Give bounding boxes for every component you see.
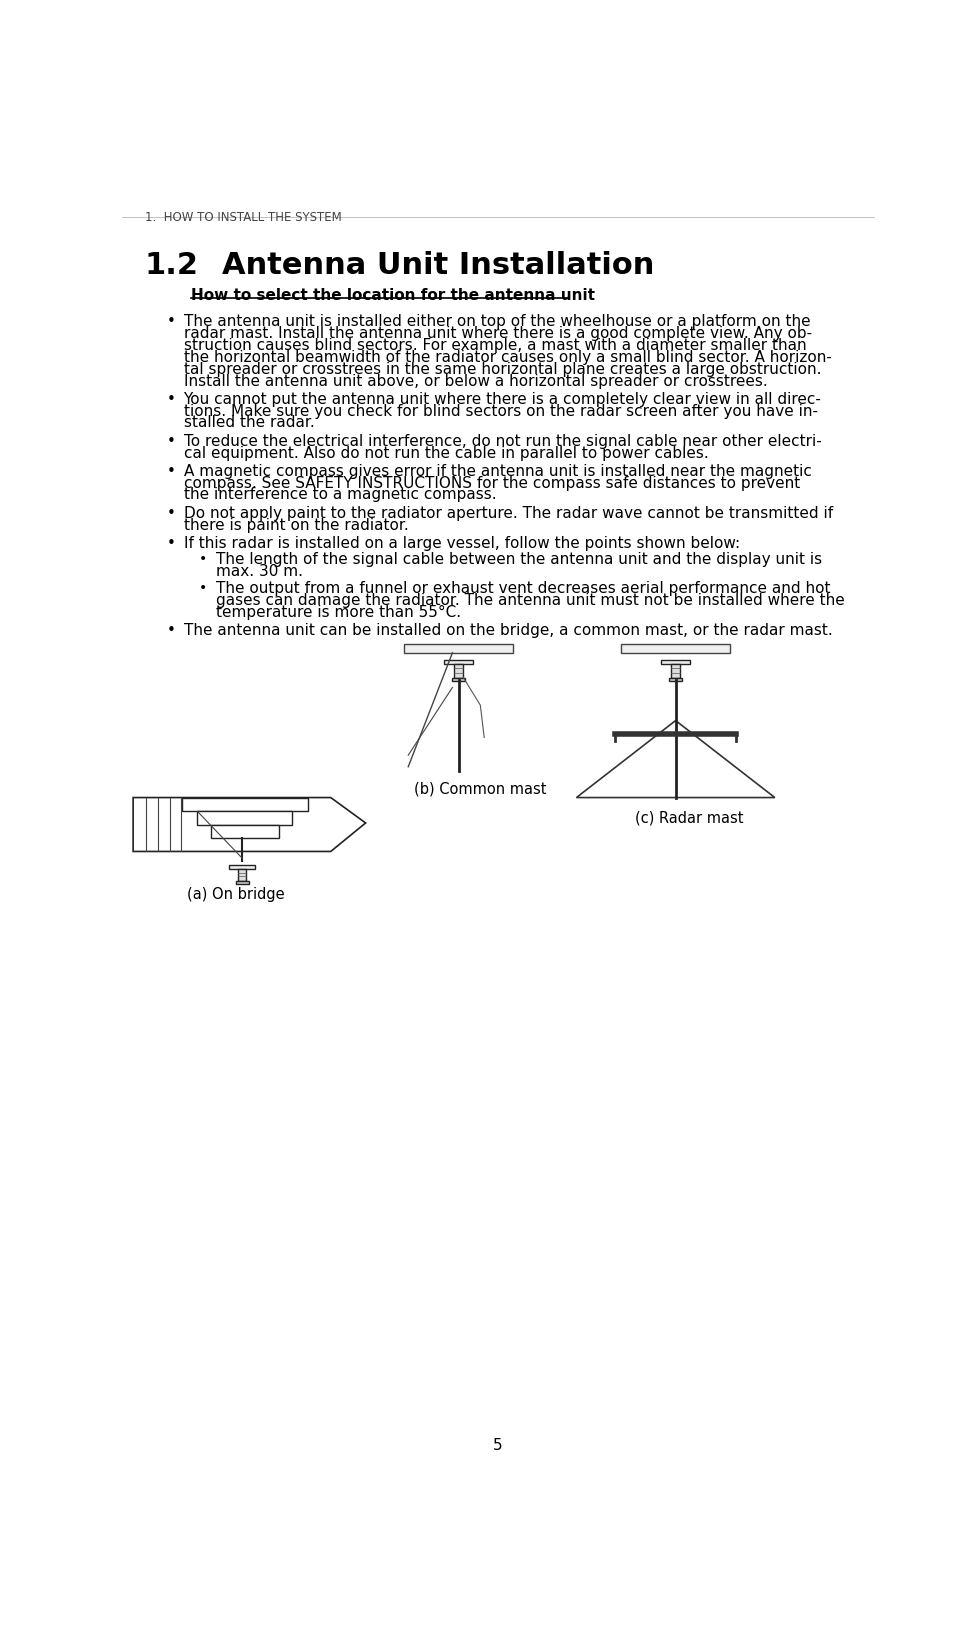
Text: A magnetic compass gives error if the antenna unit is installed near the magneti: A magnetic compass gives error if the an…: [184, 464, 812, 479]
Bar: [238, 869, 247, 882]
Bar: [182, 798, 307, 811]
Text: compass. See SAFETY INSTRUCTIONS for the compass safe distances to prevent: compass. See SAFETY INSTRUCTIONS for the…: [184, 475, 800, 490]
Bar: [404, 644, 513, 654]
Text: 1.  HOW TO INSTALL THE SYSTEM: 1. HOW TO INSTALL THE SYSTEM: [145, 210, 341, 223]
Bar: [454, 665, 463, 679]
Text: The antenna unit can be installed on the bridge, a common mast, or the radar mas: The antenna unit can be installed on the…: [184, 623, 832, 638]
Bar: [229, 865, 256, 869]
Text: (a) On bridge: (a) On bridge: [188, 887, 285, 901]
Bar: [452, 679, 466, 682]
Text: •: •: [166, 313, 175, 329]
Text: •: •: [166, 623, 175, 638]
Bar: [621, 644, 730, 654]
Text: You cannot put the antenna unit where there is a completely clear view in all di: You cannot put the antenna unit where th…: [184, 392, 821, 406]
Text: •: •: [199, 580, 207, 595]
Text: gases can damage the radiator. The antenna unit must not be installed where the: gases can damage the radiator. The anten…: [216, 592, 845, 606]
Text: stalled the radar.: stalled the radar.: [184, 415, 314, 429]
Bar: [197, 811, 292, 826]
Text: the horizontal beamwidth of the radiator causes only a small blind sector. A hor: the horizontal beamwidth of the radiator…: [184, 349, 831, 364]
Polygon shape: [133, 798, 365, 852]
Text: The antenna unit is installed either on top of the wheelhouse or a platform on t: The antenna unit is installed either on …: [184, 313, 810, 329]
Text: (c) Radar mast: (c) Radar mast: [636, 810, 744, 826]
Bar: [661, 661, 690, 665]
Text: (b) Common mast: (b) Common mast: [414, 782, 546, 797]
Text: temperature is more than 55°C.: temperature is more than 55°C.: [216, 605, 461, 620]
Text: cal equipment. Also do not run the cable in parallel to power cables.: cal equipment. Also do not run the cable…: [184, 446, 709, 461]
Text: If this radar is installed on a large vessel, follow the points shown below:: If this radar is installed on a large ve…: [184, 536, 740, 551]
Bar: [236, 882, 249, 885]
Text: Antenna Unit Installation: Antenna Unit Installation: [223, 251, 654, 280]
Text: •: •: [166, 536, 175, 551]
Text: 1.2: 1.2: [145, 251, 198, 280]
Text: there is paint on the radiator.: there is paint on the radiator.: [184, 518, 408, 533]
Text: radar mast. Install the antenna unit where there is a good complete view. Any ob: radar mast. Install the antenna unit whe…: [184, 326, 812, 341]
Text: •: •: [199, 552, 207, 565]
Text: tions. Make sure you check for blind sectors on the radar screen after you have : tions. Make sure you check for blind sec…: [184, 403, 817, 418]
Text: The output from a funnel or exhaust vent decreases aerial performance and hot: The output from a funnel or exhaust vent…: [216, 580, 830, 595]
Text: max. 30 m.: max. 30 m.: [216, 564, 303, 579]
Text: How to select the location for the antenna unit: How to select the location for the anten…: [191, 287, 595, 303]
Bar: [672, 665, 680, 679]
Text: 5: 5: [494, 1437, 503, 1452]
Text: •: •: [166, 433, 175, 449]
Text: •: •: [166, 464, 175, 479]
Text: The length of the signal cable between the antenna unit and the display unit is: The length of the signal cable between t…: [216, 552, 822, 567]
Text: tal spreader or crosstrees in the same horizontal plane creates a large obstruct: tal spreader or crosstrees in the same h…: [184, 361, 821, 377]
Bar: [211, 826, 279, 839]
Text: To reduce the electrical interference, do not run the signal cable near other el: To reduce the electrical interference, d…: [184, 433, 821, 449]
Text: •: •: [166, 505, 175, 520]
Bar: [669, 679, 682, 682]
Text: •: •: [166, 392, 175, 406]
Text: the interference to a magnetic compass.: the interference to a magnetic compass.: [184, 487, 496, 502]
Text: struction causes blind sectors. For example, a mast with a diameter smaller than: struction causes blind sectors. For exam…: [184, 338, 806, 352]
Text: Do not apply paint to the radiator aperture. The radar wave cannot be transmitte: Do not apply paint to the radiator apert…: [184, 505, 833, 520]
Bar: [444, 661, 473, 665]
Text: Install the antenna unit above, or below a horizontal spreader or crosstrees.: Install the antenna unit above, or below…: [184, 374, 767, 388]
